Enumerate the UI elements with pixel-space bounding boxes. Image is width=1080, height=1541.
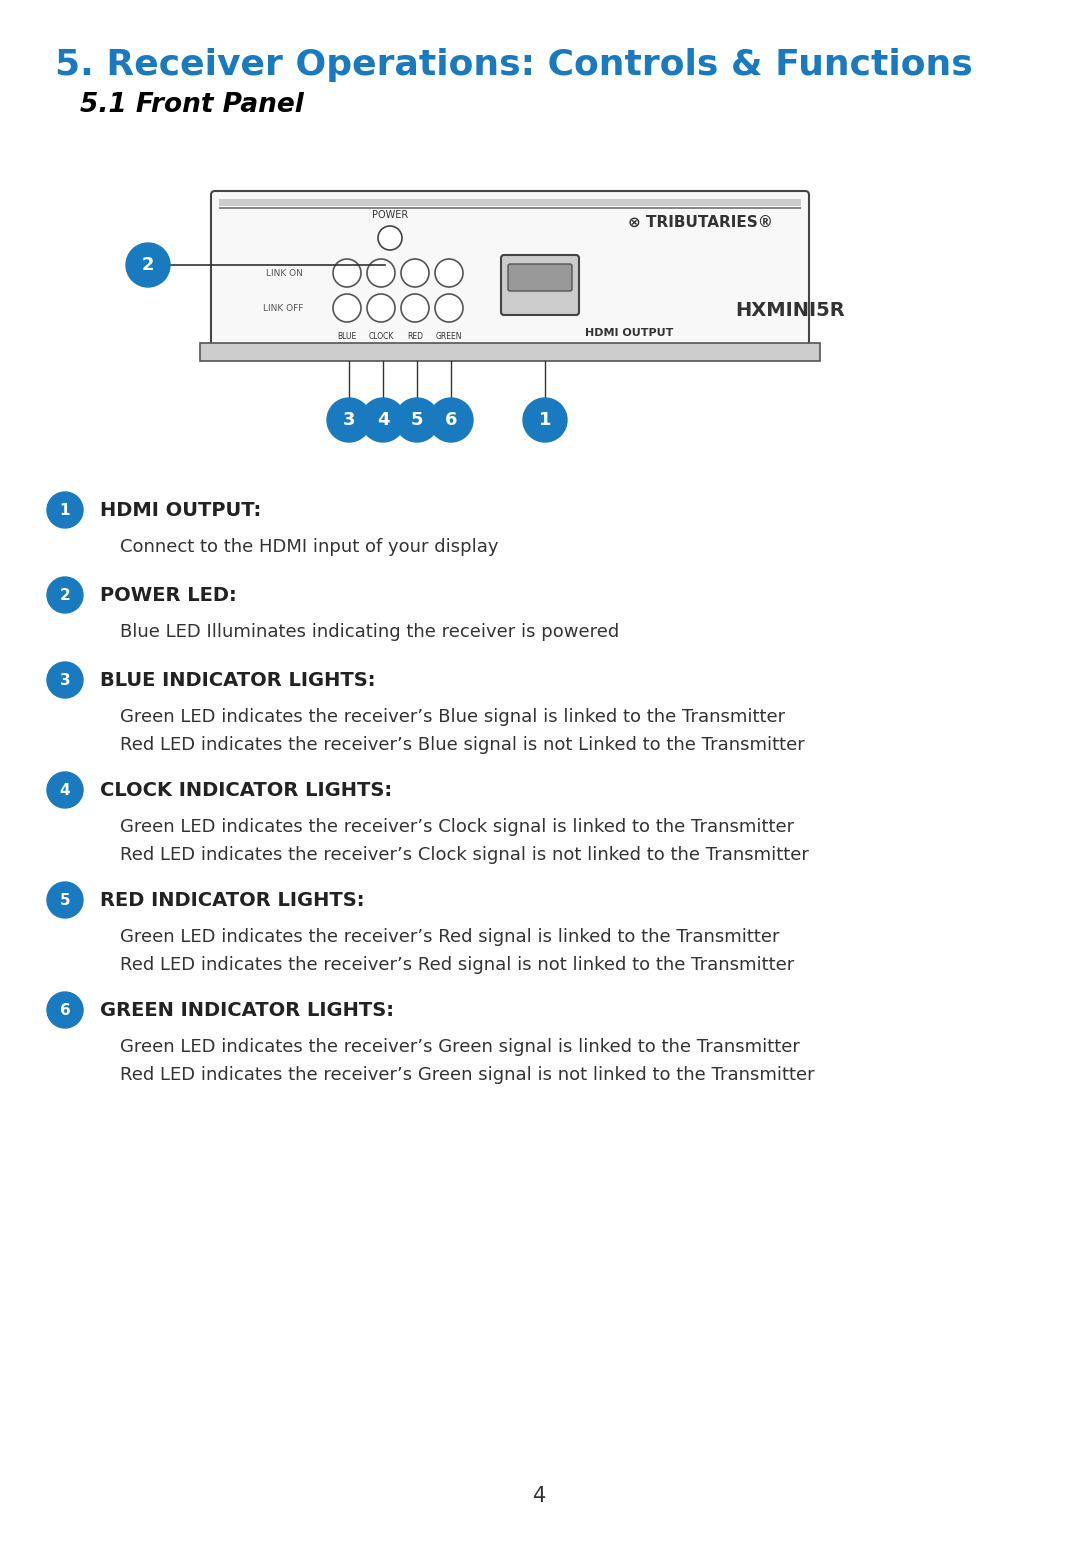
Text: 5: 5 (59, 892, 70, 908)
Text: Green LED indicates the receiver’s Blue signal is linked to the Transmitter: Green LED indicates the receiver’s Blue … (120, 707, 785, 726)
Text: 2: 2 (141, 256, 154, 274)
FancyBboxPatch shape (508, 264, 572, 291)
Text: 3: 3 (59, 672, 70, 687)
Text: GREEN INDICATOR LIGHTS:: GREEN INDICATOR LIGHTS: (100, 1000, 394, 1020)
Circle shape (361, 398, 405, 442)
Text: CLOCK: CLOCK (368, 331, 394, 341)
Text: HDMI OUTPUT: HDMI OUTPUT (585, 328, 673, 337)
Circle shape (48, 881, 83, 918)
Text: POWER: POWER (372, 210, 408, 220)
Text: Green LED indicates the receiver’s Green signal is linked to the Transmitter: Green LED indicates the receiver’s Green… (120, 1039, 800, 1056)
Text: LINK OFF: LINK OFF (262, 304, 303, 313)
Bar (200, 344, 820, 361)
Circle shape (401, 294, 429, 322)
Text: Green LED indicates the receiver’s Clock signal is linked to the Transmitter: Green LED indicates the receiver’s Clock… (120, 818, 794, 837)
Text: GREEN: GREEN (435, 331, 462, 341)
Text: ⊗ TRIBUTARIES®: ⊗ TRIBUTARIES® (627, 214, 772, 230)
Text: 3: 3 (342, 411, 355, 428)
Circle shape (367, 294, 395, 322)
Circle shape (401, 259, 429, 287)
Text: Red LED indicates the receiver’s Green signal is not linked to the Transmitter: Red LED indicates the receiver’s Green s… (120, 1066, 814, 1083)
Text: RED: RED (407, 331, 423, 341)
Text: Red LED indicates the receiver’s Clock signal is not linked to the Transmitter: Red LED indicates the receiver’s Clock s… (120, 846, 809, 865)
Text: BLUE INDICATOR LIGHTS:: BLUE INDICATOR LIGHTS: (100, 670, 376, 689)
Circle shape (48, 663, 83, 698)
Circle shape (48, 492, 83, 529)
Bar (219, 199, 801, 206)
Text: Connect to the HDMI input of your display: Connect to the HDMI input of your displa… (120, 538, 499, 556)
Text: 1: 1 (539, 411, 551, 428)
Circle shape (435, 294, 463, 322)
Bar (219, 206, 801, 210)
Text: POWER LED:: POWER LED: (100, 586, 237, 604)
FancyBboxPatch shape (211, 191, 809, 347)
Text: HDMI OUTPUT:: HDMI OUTPUT: (100, 501, 261, 519)
Text: 4: 4 (59, 783, 70, 798)
Circle shape (395, 398, 438, 442)
Text: 4: 4 (534, 1486, 546, 1506)
Circle shape (435, 259, 463, 287)
Text: 6: 6 (59, 1003, 70, 1017)
Text: CLOCK INDICATOR LIGHTS:: CLOCK INDICATOR LIGHTS: (100, 780, 392, 800)
Circle shape (126, 243, 170, 287)
Text: LINK ON: LINK ON (266, 268, 303, 277)
Text: Red LED indicates the receiver’s Blue signal is not Linked to the Transmitter: Red LED indicates the receiver’s Blue si… (120, 737, 805, 754)
Text: 5. Receiver Operations: Controls & Functions: 5. Receiver Operations: Controls & Funct… (55, 48, 973, 82)
Text: 2: 2 (59, 587, 70, 603)
Text: 6: 6 (445, 411, 457, 428)
Circle shape (523, 398, 567, 442)
Text: HXMINI5R: HXMINI5R (735, 300, 845, 319)
Text: Red LED indicates the receiver’s Red signal is not linked to the Transmitter: Red LED indicates the receiver’s Red sig… (120, 955, 794, 974)
Circle shape (333, 294, 361, 322)
Text: Blue LED Illuminates indicating the receiver is powered: Blue LED Illuminates indicating the rece… (120, 623, 619, 641)
Circle shape (429, 398, 473, 442)
Circle shape (48, 576, 83, 613)
Circle shape (48, 772, 83, 807)
Text: RED INDICATOR LIGHTS:: RED INDICATOR LIGHTS: (100, 891, 365, 909)
FancyBboxPatch shape (501, 254, 579, 314)
Text: Green LED indicates the receiver’s Red signal is linked to the Transmitter: Green LED indicates the receiver’s Red s… (120, 928, 780, 946)
Circle shape (378, 227, 402, 250)
Text: 1: 1 (59, 502, 70, 518)
Circle shape (333, 259, 361, 287)
Text: 5.1 Front Panel: 5.1 Front Panel (80, 92, 303, 119)
Text: BLUE: BLUE (337, 331, 356, 341)
Text: 4: 4 (377, 411, 389, 428)
Circle shape (327, 398, 372, 442)
Circle shape (48, 992, 83, 1028)
Text: 5: 5 (410, 411, 423, 428)
Circle shape (367, 259, 395, 287)
